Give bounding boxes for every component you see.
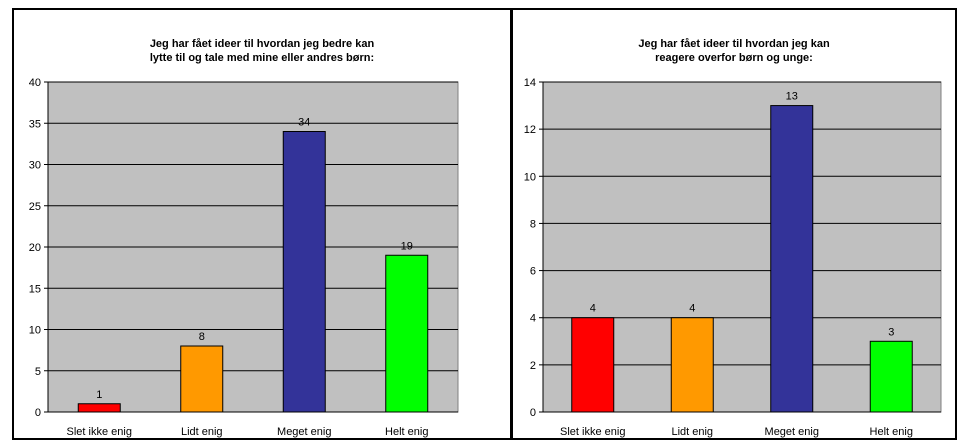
bar-chart-left: 0 5 10 15 20 25 30 35 40 1 Slet ikke enig 8 Lidt eni… (29, 77, 459, 438)
chart-title-line: Jeg har fået ideer til hvordan jeg bedre… (149, 38, 375, 50)
x-tick-label: Meget enig (765, 426, 819, 438)
y-tick-label: 30 (29, 160, 41, 172)
x-tick-label: Lidt enig (671, 426, 713, 438)
bar-chart-right: 0 2 4 6 8 10 12 14 4 Slet ikke enig 4 Lidt enig 13 Me… (524, 77, 942, 438)
bar (77, 403, 121, 413)
y-tick-label: 12 (524, 124, 536, 136)
x-tick-label: Helt enig (385, 426, 428, 438)
y-tick-label: 14 (524, 77, 536, 89)
data-label: 4 (689, 303, 695, 315)
data-label: 4 (590, 303, 596, 315)
x-tick-label: Slet ikke enig (560, 426, 625, 438)
y-tick-label: 8 (530, 218, 536, 230)
x-tick-label: Helt enig (870, 426, 913, 438)
y-tick-label: 2 (530, 360, 536, 372)
y-tick-label: 0 (530, 407, 536, 419)
x-tick-label: Meget enig (277, 426, 331, 438)
bar (670, 317, 714, 413)
data-label: 13 (786, 91, 798, 103)
y-tick-label: 4 (530, 313, 536, 325)
data-label: 1 (96, 389, 102, 401)
chart-title-line: lytte til og tale med mine eller andres … (149, 52, 375, 64)
data-label: 19 (401, 240, 413, 252)
bar (571, 317, 615, 413)
x-tick-label: Lidt enig (181, 426, 223, 438)
y-tick-label: 10 (524, 171, 536, 183)
bar (770, 105, 814, 413)
data-label: 8 (199, 331, 205, 343)
chart-panel-left: Jeg har fået ideer til hvordan jeg bedre… (12, 8, 512, 440)
data-label: 3 (888, 326, 894, 338)
chart-title-line: reagere overfor børn og unge: (655, 52, 813, 64)
chart-panel-right: Jeg har fået ideer til hvordan jeg kan r… (511, 8, 957, 440)
y-tick-label: 10 (29, 325, 41, 337)
y-tick-label: 15 (29, 283, 41, 295)
y-tick-label: 6 (530, 266, 536, 278)
data-label: 34 (298, 117, 310, 129)
y-tick-label: 35 (29, 118, 41, 130)
y-tick-label: 25 (29, 201, 41, 213)
bar (869, 340, 913, 413)
bar (180, 345, 224, 413)
y-tick-label: 5 (35, 366, 41, 378)
bar (385, 254, 429, 413)
y-tick-label: 40 (29, 77, 41, 89)
y-tick-label: 20 (29, 242, 41, 254)
x-tick-label: Slet ikke enig (67, 426, 132, 438)
chart-title-line: Jeg har fået ideer til hvordan jeg kan (638, 38, 830, 50)
y-tick-label: 0 (35, 407, 41, 419)
bar (282, 131, 326, 413)
chart-title: Jeg har fået ideer til hvordan jeg kan r… (513, 37, 955, 65)
chart-title: Jeg har fået ideer til hvordan jeg bedre… (14, 37, 510, 65)
